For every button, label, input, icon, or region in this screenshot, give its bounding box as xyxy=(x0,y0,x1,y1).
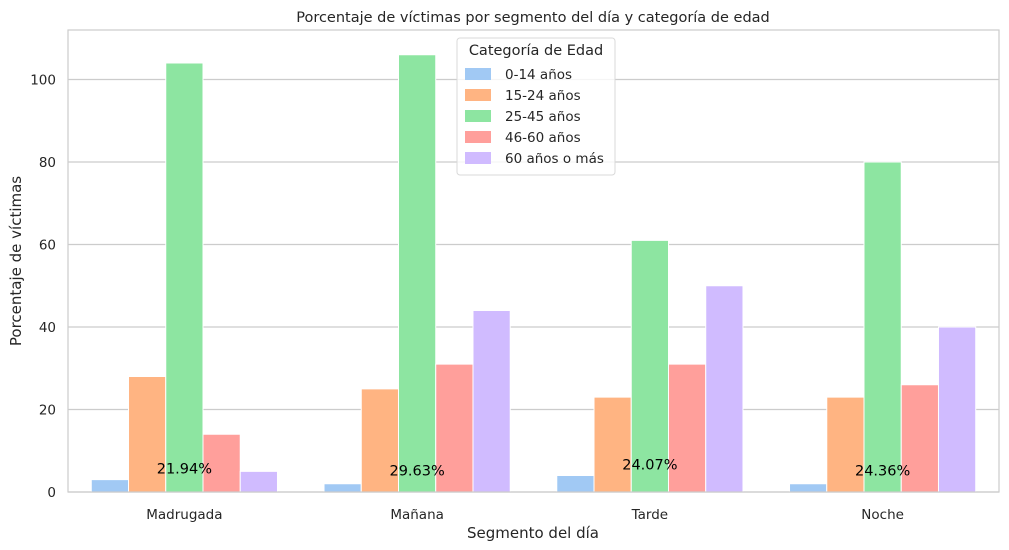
y-axis-title: Porcentaje de víctimas xyxy=(7,176,25,346)
bar xyxy=(593,396,632,493)
bar xyxy=(360,388,400,493)
legend-label: 46-60 años xyxy=(505,130,581,146)
x-tick-label: Mañana xyxy=(390,507,444,523)
bar xyxy=(937,326,977,493)
legend: Categoría de Edad 0-14 años 15-24 años 25-… xyxy=(456,37,616,176)
bar xyxy=(398,54,437,493)
bar xyxy=(705,285,744,493)
annotations: 21.94% 29.63% 24.07% 24.36% xyxy=(157,457,911,479)
annotation-label: 24.36% xyxy=(855,464,910,480)
y-tick-label: 100 xyxy=(30,73,56,89)
bar xyxy=(202,433,241,493)
bar xyxy=(863,161,902,493)
legend-title: Categoría de Edad xyxy=(469,43,603,59)
annotation-label: 24.07% xyxy=(622,457,677,473)
bar xyxy=(789,483,828,493)
y-tick-label: 40 xyxy=(39,320,56,336)
bar xyxy=(556,475,595,493)
y-tick-label: 20 xyxy=(39,403,56,419)
chart-title: Porcentaje de víctimas por segmento del … xyxy=(296,10,770,26)
legend-swatch xyxy=(465,110,491,122)
plot-frame xyxy=(67,29,1000,493)
legend-items: 0-14 años 15-24 años 25-45 años 46-60 años 6… xyxy=(465,67,604,167)
bar xyxy=(165,62,204,493)
bar xyxy=(239,470,278,493)
x-tick-label: Madrugada xyxy=(146,507,222,523)
x-tick-label: Tarde xyxy=(631,507,668,523)
bar xyxy=(472,310,511,493)
x-tick-label: Noche xyxy=(861,507,904,523)
bars xyxy=(90,54,977,493)
x-tick-labels: Madrugada Mañana Tarde Noche xyxy=(146,507,904,523)
bar xyxy=(90,479,130,493)
legend-swatch xyxy=(465,152,491,164)
y-tick-label: 80 xyxy=(39,155,56,171)
legend-label: 25-45 años xyxy=(505,109,581,125)
bar xyxy=(435,363,474,493)
legend-label: 60 años o más xyxy=(505,151,604,167)
bar xyxy=(323,483,362,493)
bar xyxy=(630,239,669,493)
annotation-label: 21.94% xyxy=(157,461,212,477)
legend-swatch xyxy=(465,68,491,80)
y-tick-labels: 0 20 40 60 80 100 xyxy=(30,73,56,502)
legend-swatch xyxy=(465,89,491,101)
legend-label: 0-14 años xyxy=(505,67,572,83)
y-tick-label: 60 xyxy=(39,238,56,254)
annotation-label: 29.63% xyxy=(389,464,444,480)
y-tick-label: 0 xyxy=(47,485,56,501)
bar xyxy=(667,363,707,493)
x-axis-title: Segmento del día xyxy=(467,524,599,542)
legend-swatch xyxy=(465,131,491,143)
legend-box xyxy=(456,37,616,176)
legend-label: 15-24 años xyxy=(505,88,581,104)
